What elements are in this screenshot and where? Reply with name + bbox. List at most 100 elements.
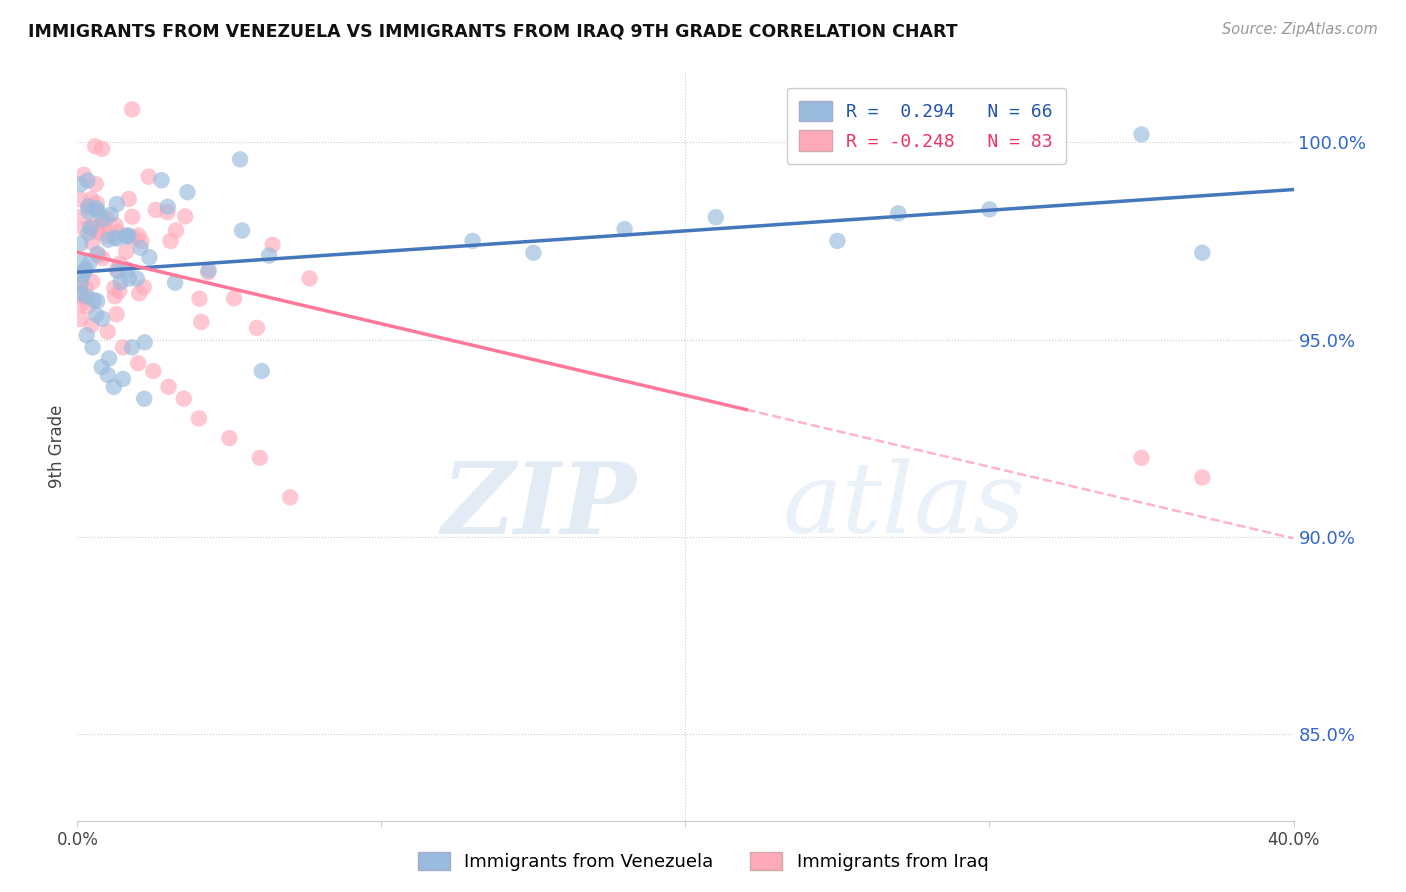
Point	[105, 307, 128, 321]
Point	[82, 340, 104, 354]
Point	[229, 153, 252, 167]
Text: atlas: atlas	[783, 458, 1025, 554]
Point	[129, 241, 152, 255]
Point	[103, 281, 125, 295]
Point	[72, 268, 94, 283]
Point	[86, 246, 108, 260]
Point	[704, 211, 727, 225]
Point	[73, 222, 96, 236]
Point	[613, 222, 636, 236]
Point	[76, 328, 98, 343]
Point	[87, 225, 110, 239]
Point	[138, 250, 160, 264]
Point	[91, 142, 114, 156]
Point	[117, 262, 139, 277]
Point	[77, 199, 100, 213]
Point	[69, 312, 91, 326]
Point	[69, 210, 91, 224]
Point	[84, 308, 107, 322]
Point	[97, 233, 120, 247]
Point	[91, 311, 114, 326]
Point	[87, 225, 110, 239]
Point	[121, 210, 143, 224]
Point	[122, 231, 145, 245]
Point	[84, 139, 107, 153]
Point	[86, 294, 108, 309]
Point	[250, 364, 273, 378]
Point	[76, 173, 98, 187]
Text: IMMIGRANTS FROM VENEZUELA VS IMMIGRANTS FROM IRAQ 9TH GRADE CORRELATION CHART: IMMIGRANTS FROM VENEZUELA VS IMMIGRANTS …	[28, 22, 957, 40]
Point	[298, 271, 321, 285]
Point	[1191, 245, 1213, 260]
Point	[110, 275, 132, 289]
Point	[77, 226, 100, 240]
Point	[80, 220, 103, 235]
Point	[104, 219, 127, 233]
Point	[73, 168, 96, 182]
Point	[82, 202, 104, 217]
Point	[72, 289, 94, 303]
Point	[86, 196, 108, 211]
Point	[97, 228, 120, 243]
Point	[77, 199, 100, 213]
Point	[75, 262, 97, 277]
Point	[79, 256, 101, 270]
Point	[128, 286, 150, 301]
Point	[69, 286, 91, 301]
Point	[105, 197, 128, 211]
Point	[142, 364, 165, 378]
Point	[176, 185, 198, 199]
Point	[91, 251, 114, 265]
Point	[69, 236, 91, 251]
Point	[108, 256, 131, 270]
Point	[82, 275, 104, 289]
Point	[80, 318, 103, 333]
Point	[197, 265, 219, 279]
Point	[887, 206, 910, 220]
Point	[165, 223, 187, 237]
Point	[127, 356, 149, 370]
Point	[105, 262, 128, 277]
Point	[80, 192, 103, 206]
Point	[98, 351, 121, 366]
Point	[82, 235, 104, 250]
Point	[827, 234, 849, 248]
Point	[197, 263, 219, 277]
Point	[131, 235, 153, 249]
Point	[190, 315, 212, 329]
Point	[174, 210, 197, 224]
Point	[979, 202, 1001, 217]
Point	[108, 284, 131, 298]
Point	[121, 340, 143, 354]
Point	[249, 450, 271, 465]
Point	[156, 200, 179, 214]
Point	[107, 264, 129, 278]
Point	[84, 201, 107, 215]
Point	[104, 289, 127, 303]
Point	[103, 380, 125, 394]
Point	[69, 192, 91, 206]
Point	[87, 204, 110, 219]
Point	[73, 264, 96, 278]
Point	[79, 220, 101, 235]
Point	[127, 228, 149, 243]
Point	[173, 392, 195, 406]
Point	[188, 411, 211, 425]
Point	[107, 231, 129, 245]
Point	[165, 276, 187, 290]
Point	[118, 192, 141, 206]
Y-axis label: 9th Grade: 9th Grade	[48, 404, 66, 488]
Point	[69, 277, 91, 291]
Point	[132, 280, 155, 294]
Point	[84, 177, 107, 191]
Point	[83, 293, 105, 307]
Point	[125, 271, 148, 285]
Point	[91, 212, 114, 227]
Point	[522, 245, 544, 260]
Point	[188, 292, 211, 306]
Point	[117, 228, 139, 243]
Point	[156, 205, 179, 219]
Point	[138, 169, 160, 184]
Point	[104, 230, 127, 244]
Point	[117, 229, 139, 244]
